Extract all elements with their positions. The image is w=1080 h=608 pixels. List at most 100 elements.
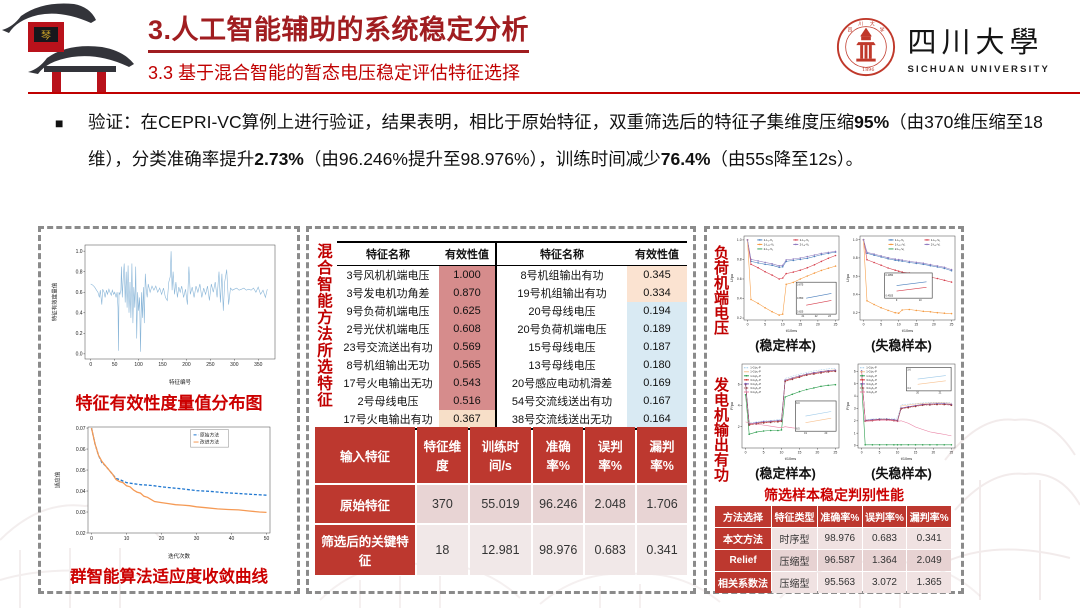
svg-text:改进方法: 改进方法	[200, 439, 219, 446]
svg-text:U/pu: U/pu	[730, 274, 734, 282]
svg-text:150: 150	[158, 362, 167, 368]
svg-text:0.4: 0.4	[737, 297, 742, 301]
svg-text:25: 25	[834, 323, 838, 327]
feature-name-cell: 17号火电输出有功	[343, 414, 433, 426]
bullet-icon: ■	[55, 115, 64, 131]
feature-value-cell: 0.167	[627, 392, 687, 410]
svg-text:1.0: 1.0	[76, 249, 83, 255]
svg-text:5: 5	[880, 323, 882, 327]
feature-table-row: 2号光伏机端电压 0.608 20号负荷机端电压 0.189	[337, 320, 687, 338]
svg-text:3.6: 3.6	[907, 369, 911, 372]
svg-text:0.05: 0.05	[76, 468, 86, 474]
svg-text:1-L₁-V₁: 1-L₁-V₁	[895, 238, 904, 242]
generator-power-unstable-chart: 0 5 10 15 20 250123456t/10msP/pu1-G₁h₁-P1-G₁h…	[846, 363, 956, 461]
svg-text:0.6: 0.6	[737, 277, 742, 281]
svg-text:大: 大	[870, 21, 875, 28]
svg-text:0.2: 0.2	[76, 331, 83, 337]
svg-text:t/10ms: t/10ms	[785, 457, 796, 461]
metrics-value-cell: 2.048	[585, 485, 636, 523]
feature-table-header: 有效性值	[439, 242, 497, 266]
svg-text:1896: 1896	[863, 67, 875, 73]
feature-table-row: 9号负荷机端电压 0.625 20号母线电压 0.194	[337, 302, 687, 320]
svg-text:t/10ms: t/10ms	[786, 329, 797, 333]
svg-text:4: 4	[854, 394, 856, 398]
page-subtitle: 3.3 基于混合智能的暂态电压稳定评估特征选择	[148, 63, 521, 83]
feature-name-cell: 20号感应电动机滑差	[511, 378, 613, 390]
feature-value-cell: 0.543	[439, 374, 497, 392]
feature-table-header: 特征名称	[496, 242, 627, 266]
svg-text:川: 川	[859, 22, 864, 28]
load-voltage-unstable-chart: 0 5 10 15 20 25 0.2 0.4 0.6 0.8 1.0 t/10ms U/pu 1-L₁-…	[846, 235, 956, 333]
svg-text:9.0: 9.0	[796, 402, 800, 405]
chart-caption-convergence: 群智能算法适应度收敛曲线	[70, 568, 268, 586]
feature-value-cell: 0.164	[627, 410, 687, 429]
metrics-table-header: 漏判率%	[637, 427, 687, 483]
svg-text:0.4: 0.4	[853, 293, 858, 297]
method-value-cell: 压缩型	[772, 572, 817, 593]
svg-text:0: 0	[747, 323, 749, 327]
panel-selected-features: 混合智能方法所选特征 特征名称 有效性值 特征名称 有效性值 3号风机机端电压 1.00…	[306, 226, 696, 594]
svg-text:9: 9	[896, 299, 898, 302]
method-table-title: 筛选样本稳定判别性能	[764, 487, 904, 503]
feature-name-cell: 15号母线电压	[528, 342, 596, 354]
svg-text:3: 3	[854, 407, 856, 411]
svg-text:3-G₄h₂-P: 3-G₄h₂-P	[750, 382, 761, 386]
feature-name-cell: 19号机组输出有功	[517, 288, 607, 300]
svg-text:20: 20	[825, 432, 828, 435]
method-table-header: 漏判率%	[907, 506, 951, 527]
feature-value-cell: 0.625	[439, 302, 497, 320]
svg-text:3-G₄h₁-P: 3-G₄h₁-P	[866, 378, 877, 382]
svg-text:10: 10	[919, 299, 922, 302]
svg-text:0.825: 0.825	[797, 310, 804, 313]
feature-name-cell: 3号发电机功角差	[346, 288, 430, 300]
method-table-header: 方法选择	[715, 506, 772, 527]
feature-value-cell: 1.000	[439, 265, 497, 284]
metrics-table-header: 训练时间/s	[469, 427, 532, 483]
svg-text:琴: 琴	[41, 30, 51, 42]
chart-caption-effectiveness: 特征有效性度量值分布图	[75, 394, 263, 413]
svg-text:0.6: 0.6	[853, 274, 858, 278]
load-voltage-stable-chart: 0 5 10 15 20 25 0.2 0.4 0.6 0.8 1.0 t/10ms U/pu 1-L₁-…	[730, 235, 840, 333]
caption-loadv-unstable: (失稳样本)	[871, 338, 932, 353]
svg-text:250: 250	[206, 362, 215, 368]
method-value-cell: 95.563	[818, 572, 862, 593]
svg-text:0.04: 0.04	[76, 489, 86, 495]
summary-segment: （由55s降至12s）。	[710, 149, 864, 169]
svg-text:特征编号: 特征编号	[169, 378, 192, 385]
svg-text:0.0: 0.0	[76, 352, 83, 358]
method-row-label: Relief	[715, 550, 772, 571]
summary-segment: 2.73%	[254, 149, 304, 169]
svg-text:1-G₁h₃-P: 1-G₁h₃-P	[750, 374, 761, 378]
svg-text:5: 5	[763, 451, 765, 455]
svg-text:P/pu: P/pu	[846, 402, 850, 410]
metrics-value-cell: 12.981	[469, 525, 532, 575]
feature-value-cell: 0.870	[439, 284, 497, 302]
feature-table-row: 3号风机机端电压 1.000 8号机组输出有功 0.345	[337, 265, 687, 284]
svg-text:迭代次数: 迭代次数	[168, 552, 191, 559]
feature-value-cell: 0.569	[439, 338, 497, 356]
feature-value-cell: 0.334	[627, 284, 687, 302]
feature-name-cell: 54号交流线送出有功	[511, 396, 613, 408]
svg-text:3.4: 3.4	[907, 387, 911, 390]
feature-table-row: 3号发电机功角差 0.870 19号机组输出有功 0.334	[337, 284, 687, 302]
svg-text:1-G₁h₁-P: 1-G₁h₁-P	[866, 366, 877, 370]
metrics-table-row: 筛选后的关键特征 18 12.981 98.976 0.683 0.341	[315, 525, 687, 575]
svg-text:200: 200	[182, 362, 191, 368]
svg-text:6: 6	[854, 370, 856, 374]
feature-name-cell: 38号交流线送出无功	[511, 414, 613, 426]
svg-text:5: 5	[879, 450, 881, 454]
svg-text:20: 20	[159, 536, 165, 542]
method-table: 方法选择 特征类型 准确率% 误判率% 漏判率% 本文方法 时序型 98.976 0.683 0…	[714, 505, 952, 594]
svg-text:1-L₁₀-V₁: 1-L₁₀-V₁	[764, 242, 775, 246]
svg-text:1-G₁h₁-P: 1-G₁h₁-P	[750, 366, 761, 370]
method-table-header: 误判率%	[862, 506, 907, 527]
method-row-label: 相关系数法	[715, 572, 772, 593]
feature-value-cell: 0.169	[627, 374, 687, 392]
feature-name-cell: 13号母线电压	[528, 360, 596, 372]
svg-text:0: 0	[861, 450, 863, 454]
svg-text:0: 0	[745, 451, 747, 455]
svg-text:10: 10	[780, 451, 784, 455]
feature-table-row: 23号交流送出有功 0.569 15号母线电压 0.187	[337, 338, 687, 356]
svg-text:1-L₂-V₁: 1-L₂-V₁	[800, 238, 810, 242]
method-table-header: 准确率%	[818, 506, 862, 527]
